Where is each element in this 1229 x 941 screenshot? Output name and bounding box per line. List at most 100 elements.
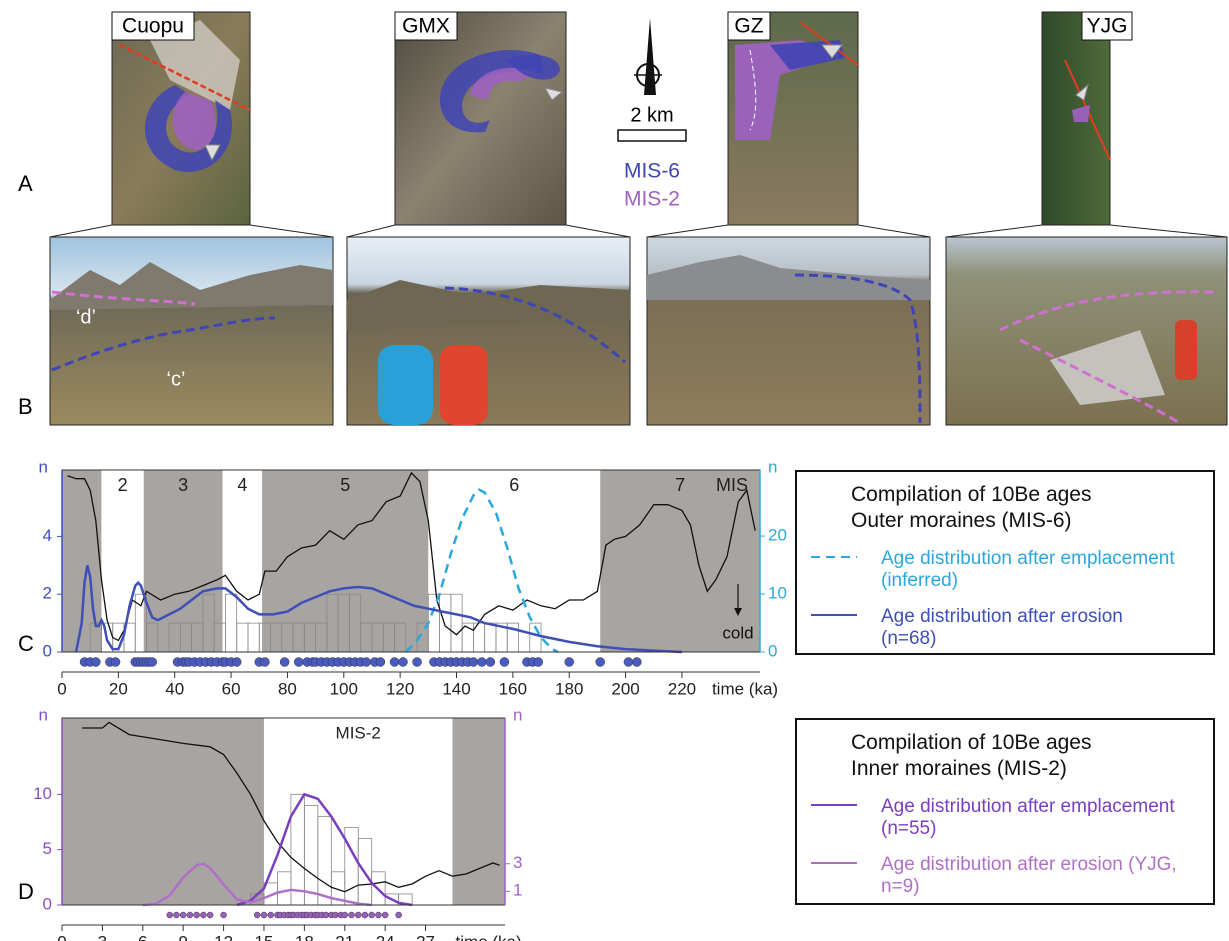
sample-age <box>398 658 407 667</box>
x-tick-label: 21 <box>335 932 354 941</box>
x-tick-label: 220 <box>668 679 696 698</box>
sample-age <box>396 912 402 918</box>
sample-age <box>194 912 200 918</box>
x-tick-label: 6 <box>138 932 147 941</box>
sample-age <box>148 658 157 667</box>
panel-label: C <box>18 631 34 656</box>
scale-label: 2 km <box>630 104 673 126</box>
panel-label: B <box>18 394 33 419</box>
sample-age <box>369 912 375 918</box>
sample-age <box>565 658 574 667</box>
x-tick-label: 120 <box>386 679 414 698</box>
person <box>378 345 433 425</box>
sample-age <box>596 658 605 667</box>
sample-age <box>111 658 120 667</box>
x-tick-label: 15 <box>255 932 274 941</box>
north-arrow <box>634 18 662 95</box>
site-label: GZ <box>734 15 763 38</box>
y2-tick-label: 20 <box>768 526 787 545</box>
stage-band <box>223 470 262 652</box>
sample-age <box>254 912 260 918</box>
sample-age <box>323 912 329 918</box>
stage-label: 6 <box>509 475 519 495</box>
sample-age <box>261 912 267 918</box>
sample-age <box>232 658 241 667</box>
sample-age <box>486 658 495 667</box>
sample-age <box>376 658 385 667</box>
sample-age <box>280 658 289 667</box>
stage-label: 4 <box>237 475 247 495</box>
stage-label: 2 <box>118 475 128 495</box>
sample-age <box>342 912 348 918</box>
sample-age <box>500 658 509 667</box>
sample-age <box>200 912 206 918</box>
stage-label: MIS-2 <box>336 723 381 742</box>
sample-age <box>469 658 478 667</box>
field-photos: ‘d’ ‘c’ <box>50 237 1227 425</box>
legend-entry: Age distribution after emplacement (infe… <box>851 548 1181 592</box>
x-tick-label: 40 <box>165 679 184 698</box>
sample-age <box>180 912 186 918</box>
legend-title: Inner moraines (MIS-2) <box>851 756 1199 782</box>
y-tick-label: 5 <box>43 839 52 858</box>
sample-age <box>207 912 213 918</box>
x-tick-label: 12 <box>214 932 233 941</box>
stage-band <box>62 718 264 905</box>
legend-title: Compilation of 10Be ages <box>851 730 1199 756</box>
sample-age <box>332 912 338 918</box>
y2-tick-label: 10 <box>768 584 787 603</box>
x-tick-label: 160 <box>499 679 527 698</box>
sample-age <box>260 658 269 667</box>
legend-swatch <box>811 800 859 810</box>
x-axis-label: time (ka) <box>712 679 778 698</box>
stage-label: 3 <box>178 475 188 495</box>
legend-swatch <box>811 858 859 868</box>
stage-axis-label: MIS <box>716 475 748 495</box>
stage-band <box>101 470 143 652</box>
sample-age <box>413 658 422 667</box>
legend: Compilation of 10Be agesInner moraines (… <box>795 718 1215 905</box>
sample-age <box>91 658 100 667</box>
sample-age <box>382 912 388 918</box>
connector-lines <box>50 225 1227 237</box>
sample-age <box>362 912 368 918</box>
legend-entry: Age distribution after emplacement (n=55… <box>851 796 1181 840</box>
legend-label: Age distribution after erosion (n=68) <box>881 606 1123 649</box>
legend-title: Compilation of 10Be ages <box>851 482 1199 508</box>
y-tick-label: 2 <box>43 584 52 603</box>
site-label: YJG <box>1087 15 1128 38</box>
x-tick-label: 140 <box>442 679 470 698</box>
map-legend-label: MIS-2 <box>624 188 680 211</box>
y2-axis-label: n <box>513 705 522 724</box>
stage-band <box>428 470 600 652</box>
x-tick-label: 0 <box>57 932 66 941</box>
sample-age <box>355 912 361 918</box>
sample-age <box>294 658 303 667</box>
sample-age <box>624 658 633 667</box>
scale-bar <box>618 130 686 141</box>
x-tick-label: 27 <box>416 932 435 941</box>
sample-age <box>362 658 371 667</box>
sample-age <box>375 912 381 918</box>
photo-label: ‘d’ <box>76 306 96 328</box>
satellite-image <box>395 12 566 225</box>
sample-age <box>477 658 486 667</box>
legend-swatch <box>811 610 859 620</box>
legend-swatch <box>811 552 859 562</box>
stage-label: 7 <box>675 475 685 495</box>
sample-age <box>348 912 354 918</box>
x-tick-label: 100 <box>330 679 358 698</box>
x-tick-label: 18 <box>295 932 314 941</box>
sample-age <box>221 912 227 918</box>
y-tick-label: 10 <box>33 784 52 803</box>
legend-label: Age distribution after erosion (YJG, n=9… <box>881 854 1177 897</box>
x-tick-label: 9 <box>178 932 187 941</box>
y-tick-label: 0 <box>43 641 52 660</box>
sample-age <box>187 912 193 918</box>
legend-label: Age distribution after emplacement (n=55… <box>881 796 1175 839</box>
x-tick-label: 80 <box>278 679 297 698</box>
y2-tick-label: 3 <box>513 853 522 872</box>
y2-axis-label: n <box>768 457 777 476</box>
